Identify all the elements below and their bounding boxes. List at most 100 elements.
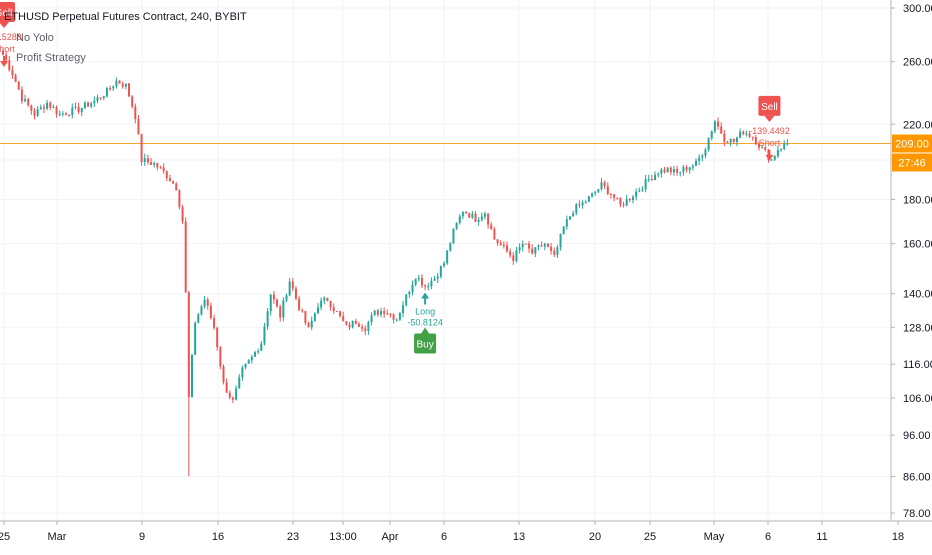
candle	[616, 197, 619, 200]
candle	[317, 303, 319, 315]
candle-body	[33, 110, 36, 116]
candle-body	[458, 216, 461, 224]
candle	[622, 201, 625, 208]
candle-body	[628, 198, 631, 200]
candle	[414, 278, 417, 287]
signals: Sell -56.5288 Short Long-50.8124 Buy Sell -139…	[0, 2, 790, 354]
candle-body	[24, 99, 27, 102]
candle-body	[556, 247, 559, 255]
candle	[660, 168, 663, 178]
candle	[717, 117, 720, 130]
candle-body	[55, 107, 58, 114]
candle-body	[751, 136, 754, 138]
candle-body	[562, 226, 565, 234]
candle-body	[726, 141, 729, 143]
candle	[739, 128, 742, 139]
candle	[112, 85, 115, 92]
candle-body	[647, 179, 650, 181]
candle	[46, 100, 49, 111]
candle-body	[742, 131, 745, 135]
candle-body	[178, 190, 181, 208]
candle	[90, 101, 93, 109]
candle-body	[735, 137, 738, 143]
candle-body	[685, 167, 688, 170]
candle	[584, 200, 587, 204]
candle-body	[20, 89, 23, 102]
candle	[395, 318, 398, 322]
candle-body	[99, 97, 102, 99]
candle	[276, 298, 279, 308]
candle	[55, 105, 58, 118]
candle-body	[417, 277, 420, 280]
candle-body	[613, 194, 616, 198]
candle-body	[339, 311, 342, 317]
y-tick-label: 78.00	[903, 508, 931, 520]
candle-body	[575, 204, 578, 214]
candle	[373, 310, 376, 316]
candle	[546, 243, 549, 248]
candle	[14, 73, 17, 83]
candle	[326, 297, 329, 302]
candle-body	[11, 69, 14, 76]
y-tick-label: 300.00	[903, 3, 932, 15]
x-tick-label: 13:00	[329, 531, 357, 543]
candle-body	[105, 88, 108, 97]
candle	[320, 297, 323, 311]
candle-body	[241, 367, 244, 378]
candle	[335, 310, 338, 312]
candle	[304, 310, 307, 326]
candle-body	[676, 169, 679, 173]
candle	[361, 324, 364, 332]
candle	[282, 297, 285, 322]
candle-body	[609, 194, 612, 196]
candle-body	[424, 285, 427, 287]
candle-body	[74, 106, 77, 108]
candle-body	[213, 318, 216, 328]
candle	[676, 165, 679, 176]
candle	[773, 155, 776, 161]
candle	[581, 200, 584, 209]
sell-arrow-head	[0, 61, 8, 67]
candle-body	[669, 167, 672, 173]
candle	[8, 55, 11, 72]
candle	[487, 213, 490, 229]
candle	[250, 354, 253, 364]
candle-body	[386, 313, 389, 315]
candle	[83, 101, 86, 110]
candle-body	[502, 244, 505, 246]
candle	[39, 104, 42, 110]
candle	[506, 241, 508, 253]
candle	[301, 308, 304, 313]
candle-body	[584, 201, 587, 203]
candle	[146, 154, 149, 165]
candle	[213, 314, 216, 330]
candle	[657, 172, 660, 178]
candle	[52, 104, 55, 109]
x-tick-label: 16	[212, 531, 224, 543]
candle	[42, 104, 45, 114]
candle	[254, 350, 256, 357]
candle	[502, 241, 505, 249]
candle	[729, 138, 732, 147]
candle	[496, 238, 499, 246]
candle-body	[68, 114, 71, 116]
candle-body	[512, 255, 515, 261]
x-tick-label: 11	[816, 531, 827, 543]
candle-body	[146, 158, 149, 163]
candle-body	[143, 158, 146, 162]
candle-body	[194, 322, 197, 355]
candle	[654, 171, 657, 181]
candle-body	[635, 191, 638, 197]
candle-body	[14, 75, 17, 82]
candle	[398, 311, 401, 322]
candle-body	[543, 243, 546, 247]
candle	[679, 171, 682, 177]
candle	[524, 243, 527, 245]
candle-body	[436, 276, 439, 279]
candle-body	[370, 315, 373, 323]
candle	[96, 94, 99, 104]
candle-body	[591, 193, 594, 197]
y-tick-label: 96.00	[903, 430, 931, 442]
